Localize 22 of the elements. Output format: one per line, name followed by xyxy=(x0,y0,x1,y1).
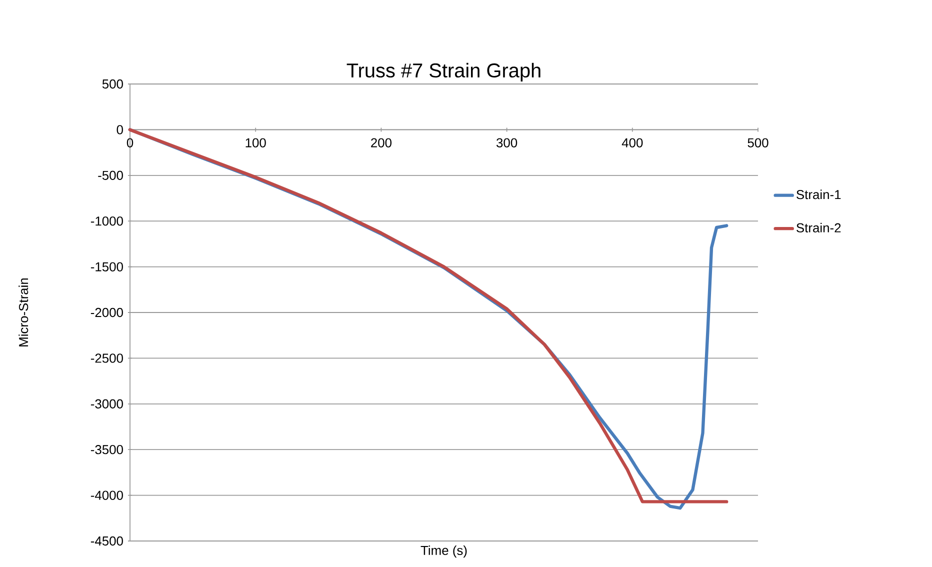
x-tick-label: 100 xyxy=(246,138,266,148)
y-tick-label: -2500 xyxy=(90,354,123,363)
y-axis-title: Micro-Strain xyxy=(18,278,28,346)
y-tick-label: 0 xyxy=(116,125,123,134)
x-tick-label: 0 xyxy=(126,138,134,148)
y-tick-label: -1500 xyxy=(90,262,123,272)
y-tick-label: -3500 xyxy=(90,445,123,454)
x-tick-label: 500 xyxy=(748,138,768,148)
chart-title: Truss #7 Strain Graph xyxy=(346,62,540,82)
x-axis-title: Time (s) xyxy=(420,546,467,558)
y-tick-label: 500 xyxy=(102,79,123,89)
y-tick-label: -4000 xyxy=(90,490,123,500)
legend-label: Strain-1 xyxy=(796,190,841,200)
x-tick-label: 300 xyxy=(496,138,518,148)
y-tick-label: -4500 xyxy=(90,536,123,546)
y-tick-label: -2000 xyxy=(90,308,123,318)
y-tick-label: -1000 xyxy=(90,216,123,226)
x-tick-label: 200 xyxy=(371,138,392,148)
x-tick-label: 400 xyxy=(622,138,643,148)
legend-label: Strain-2 xyxy=(796,222,841,232)
y-tick-label: -3000 xyxy=(90,399,123,408)
y-tick-label: -500 xyxy=(98,170,123,180)
